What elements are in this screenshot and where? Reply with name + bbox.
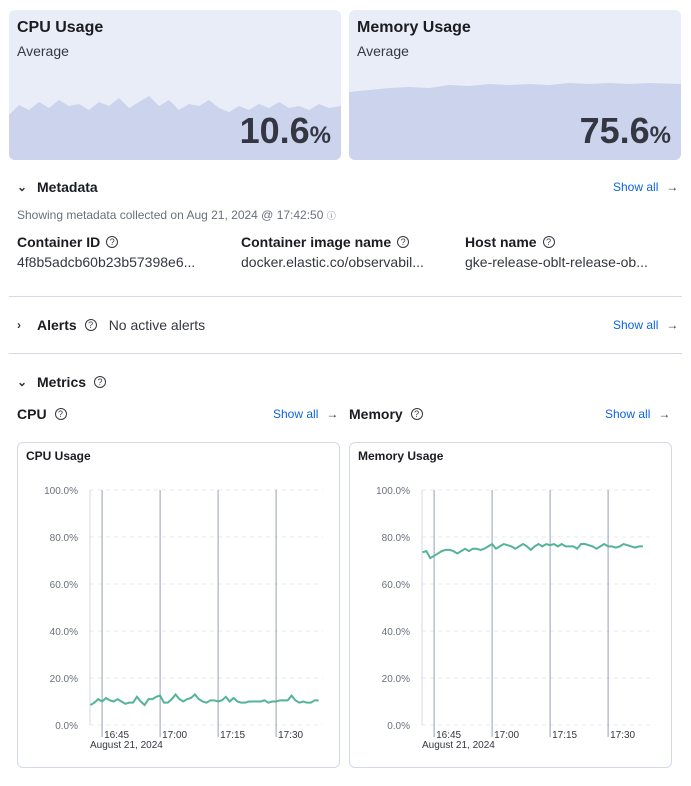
y-tick-label: 80.0%	[50, 533, 78, 544]
chevron-down-icon: ⌄	[17, 180, 28, 194]
cpu-show-all[interactable]: Show all →	[273, 407, 339, 421]
x-tick-label: 16:45	[104, 730, 129, 741]
memory-show-all[interactable]: Show all →	[605, 407, 671, 421]
alerts-show-all[interactable]: Show all →	[613, 318, 679, 332]
x-axis-date: August 21, 2024	[422, 740, 495, 751]
help-icon: ?	[410, 408, 423, 420]
metadata-collected: Showing metadata collected on Aug 21, 20…	[17, 208, 336, 222]
help-icon: ?	[542, 236, 555, 248]
alerts-toggle[interactable]: › Alerts? No active alerts	[17, 317, 206, 333]
y-tick-label: 20.0%	[382, 674, 410, 685]
chart-title: CPU Usage	[26, 449, 91, 463]
y-tick-label: 100.0%	[44, 486, 78, 497]
arrow-right-icon: →	[658, 407, 671, 421]
kpi-value: 10.6%	[239, 110, 331, 151]
kpi-subtitle: Average	[17, 43, 69, 59]
memory-section-title: Memory?	[349, 406, 423, 422]
container-id-value: 4f8b5adcb60b23b57398e6...	[17, 254, 196, 270]
host-name-value: gke-release-oblt-release-ob...	[465, 254, 648, 270]
y-tick-label: 80.0%	[382, 533, 410, 544]
cpu-chart-panel: 100.0% 80.0% 60.0% 40.0% 20.0% 0.0% 16:45 17:00…	[17, 442, 340, 768]
cpu-chart: 100.0% 80.0% 60.0% 40.0% 20.0% 0.0% 16:45 17:00…	[44, 486, 323, 751]
arrow-right-icon: →	[326, 407, 339, 421]
memory-kpi-card: Memory Usage Average 75.6%	[349, 10, 681, 160]
x-tick-label: 16:45	[436, 730, 461, 741]
metrics-toggle[interactable]: ⌄ Metrics?	[17, 374, 107, 390]
help-icon: ?	[106, 236, 119, 248]
memory-chart-panel: 100.0% 80.0% 60.0% 40.0% 20.0% 0.0% 16:45 17:00…	[349, 442, 672, 768]
cpu-sparkline	[9, 96, 341, 160]
metadata-title: Metadata	[37, 179, 98, 195]
container-image-label: Container image name?	[241, 234, 410, 250]
series-line	[422, 542, 643, 560]
memory-sparkline	[349, 83, 681, 160]
memory-chart: 100.0% 80.0% 60.0% 40.0% 20.0% 0.0% 16:45 17:00…	[376, 486, 655, 751]
chart-title: Memory Usage	[358, 449, 444, 463]
arrow-right-icon: →	[666, 180, 679, 194]
y-tick-label: 60.0%	[50, 580, 78, 591]
info-icon: ⓘ	[326, 211, 336, 221]
kpi-subtitle: Average	[357, 43, 409, 59]
container-id-label: Container ID?	[17, 234, 119, 250]
host-name-label: Host name?	[465, 234, 555, 250]
container-image-value: docker.elastic.co/observabil...	[241, 254, 424, 270]
y-tick-label: 60.0%	[382, 580, 410, 591]
help-icon: ?	[397, 236, 410, 248]
arrow-right-icon: →	[666, 318, 679, 332]
x-tick-label: 17:00	[162, 730, 187, 741]
cpu-kpi-card: CPU Usage Average 10.6%	[9, 10, 341, 160]
metadata-toggle[interactable]: ⌄ Metadata	[17, 179, 98, 195]
kpi-value: 75.6%	[579, 110, 671, 151]
y-tick-label: 0.0%	[55, 721, 78, 732]
help-icon: ?	[94, 376, 107, 388]
y-tick-label: 20.0%	[50, 674, 78, 685]
x-axis-date: August 21, 2024	[90, 740, 163, 751]
y-tick-label: 40.0%	[382, 627, 410, 638]
chevron-down-icon: ⌄	[17, 375, 28, 389]
x-tick-label: 17:30	[278, 730, 303, 741]
kpi-title: CPU Usage	[17, 19, 104, 36]
x-tick-label: 17:00	[494, 730, 519, 741]
x-tick-label: 17:15	[220, 730, 245, 741]
x-tick-label: 17:15	[552, 730, 577, 741]
kpi-title: Memory Usage	[357, 19, 471, 36]
y-tick-label: 40.0%	[50, 627, 78, 638]
y-tick-label: 100.0%	[376, 486, 410, 497]
help-icon: ?	[54, 408, 67, 420]
cpu-section-title: CPU?	[17, 406, 67, 422]
series-line	[89, 692, 319, 707]
help-icon: ?	[84, 319, 97, 331]
alerts-status: No active alerts	[108, 317, 206, 333]
x-tick-label: 17:30	[610, 730, 635, 741]
y-tick-label: 0.0%	[387, 721, 410, 732]
metadata-show-all[interactable]: Show all →	[613, 180, 679, 194]
chevron-right-icon: ›	[17, 318, 21, 332]
divider	[9, 353, 682, 354]
divider	[9, 296, 682, 297]
